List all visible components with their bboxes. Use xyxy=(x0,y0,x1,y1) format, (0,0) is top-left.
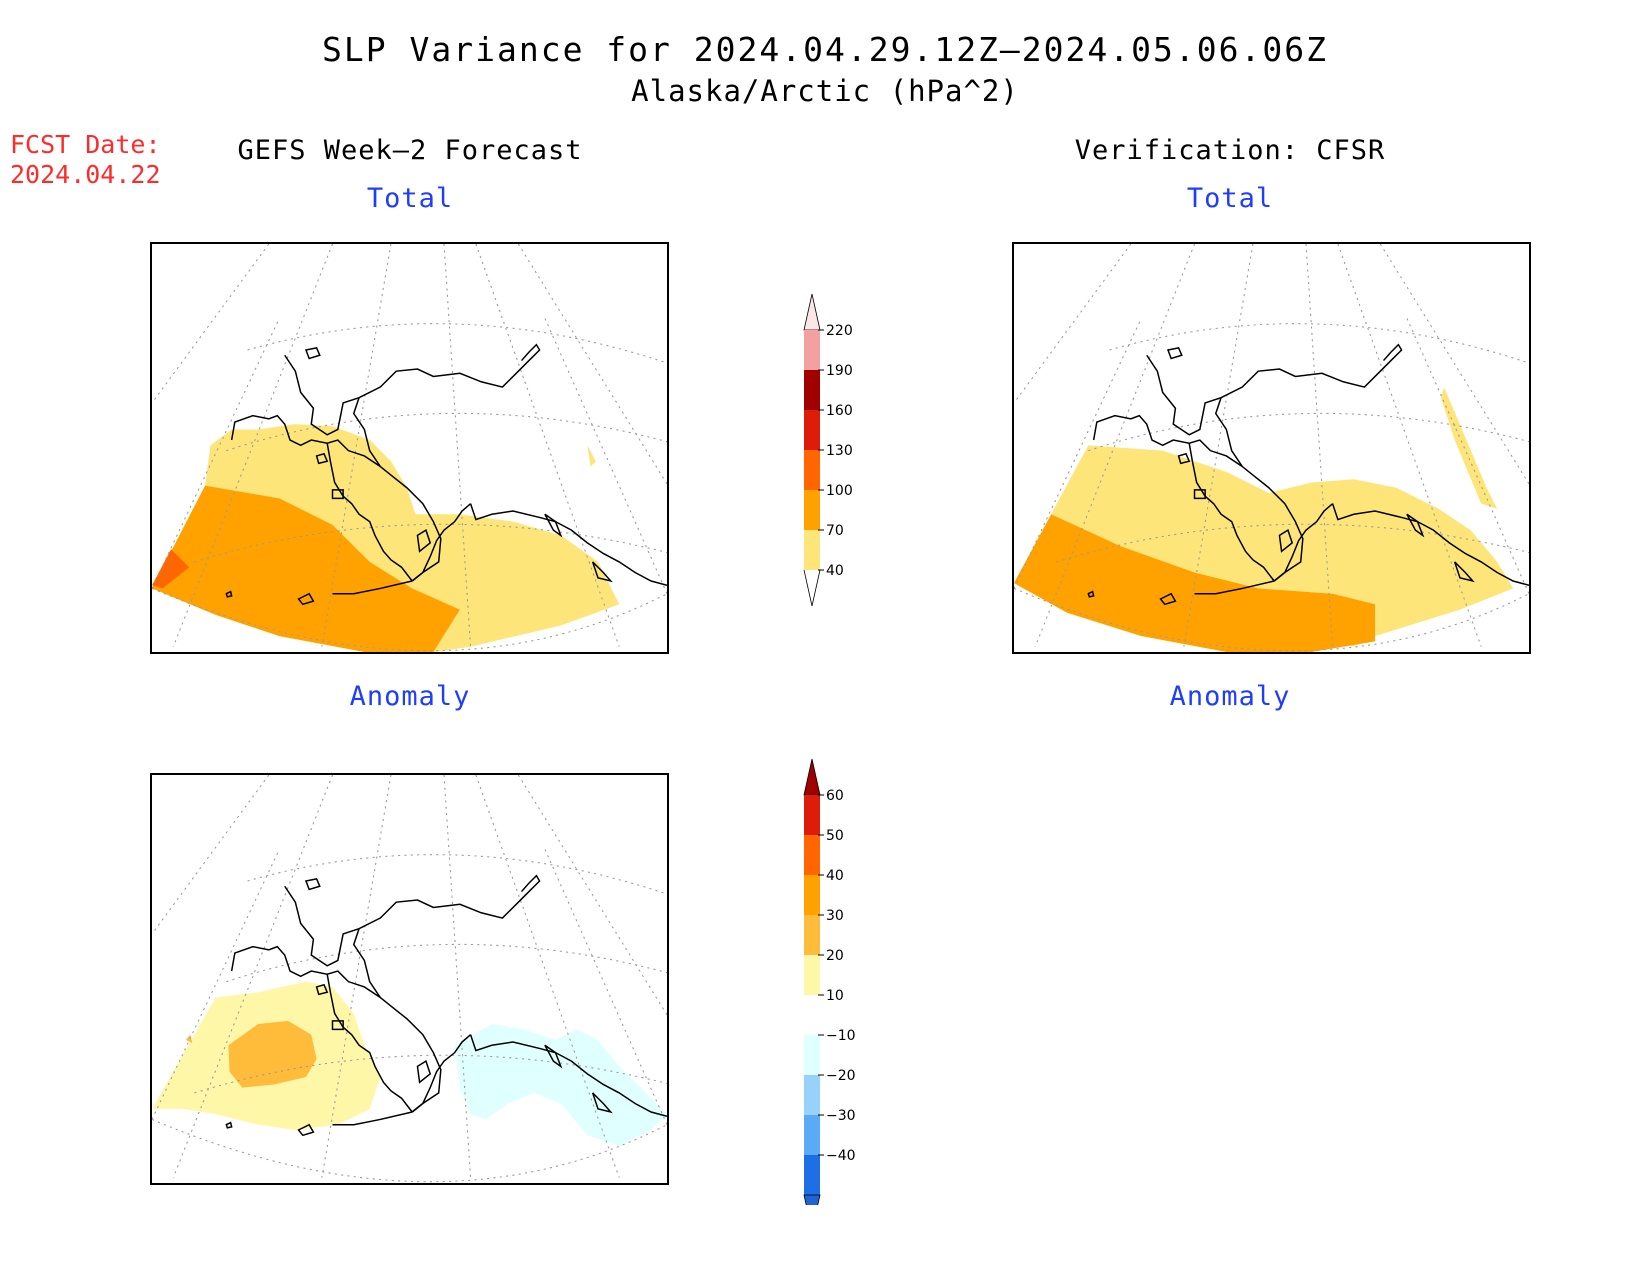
anomaly-negative-10-20-region xyxy=(454,1024,667,1146)
total-variance-100-130-region xyxy=(152,549,190,589)
fcst-date-value: 2024.04.22 xyxy=(10,160,161,189)
verification-total-title: Total xyxy=(1186,183,1274,214)
total-cbar-label: 130 xyxy=(826,443,853,459)
fcst-date-label: FCST Date: xyxy=(10,130,161,159)
total-cbar-label: 70 xyxy=(826,523,844,539)
anomaly-cbar-box xyxy=(804,875,820,915)
total-cbar-label: 160 xyxy=(826,403,853,419)
anomaly-cbar-box xyxy=(804,1075,820,1115)
anomaly-cbar-bottom-arrow xyxy=(803,1194,821,1232)
verification-heading: Verification: CFSR xyxy=(1074,135,1386,166)
total-cbar-box xyxy=(804,330,820,370)
anomaly-cbar-label: 40 xyxy=(826,868,844,884)
total-cbar-bottom-arrow xyxy=(803,569,821,607)
total-cbar-top-arrow xyxy=(803,293,821,331)
anomaly-cbar-box xyxy=(804,1035,820,1075)
anomaly-cbar-box xyxy=(804,955,820,995)
forecast-anomaly-map xyxy=(150,773,669,1185)
anomaly-cbar-label: 50 xyxy=(826,828,844,844)
forecast-anomaly-title: Anomaly xyxy=(349,681,471,712)
fcst-date-block: FCST Date: 2024.04.22 xyxy=(10,130,161,190)
chart-subtitle: Alaska/Arctic (hPa^2) xyxy=(631,74,1019,108)
total-variance-small-patch xyxy=(587,445,596,467)
total-cbar-box xyxy=(804,370,820,410)
anomaly-small-patch xyxy=(185,1034,193,1044)
anomaly-cbar-label: −20 xyxy=(826,1068,856,1084)
anomaly-cbar-top-arrow xyxy=(803,758,821,796)
anomaly-cbar-box xyxy=(804,1155,820,1195)
anomaly-cbar-label: 60 xyxy=(826,788,844,804)
anomaly-cbar-label: −40 xyxy=(826,1148,856,1164)
anomaly-cbar-box xyxy=(804,915,820,955)
anomaly-cbar-label: 20 xyxy=(826,948,844,964)
total-colorbar-svg: 220 190 160 130 100 70 40 xyxy=(803,293,853,607)
chart-title: SLP Variance for 2024.04.29.12Z–2024.05.… xyxy=(322,30,1328,69)
anomaly-cbar-box xyxy=(804,1115,820,1155)
anomaly-cbar-label: −30 xyxy=(826,1108,856,1124)
anomaly-colorbar-svg: 60 50 40 30 20 10 −10 −20 −30 −40 xyxy=(803,758,856,1232)
forecast-heading: GEFS Week–2 Forecast xyxy=(237,135,583,166)
anomaly-colorbar: 60 50 40 30 20 10 −10 −20 −30 −40 xyxy=(790,755,870,1232)
total-cbar-box xyxy=(804,530,820,570)
total-cbar-label: 220 xyxy=(826,323,853,339)
total-cbar-label: 100 xyxy=(826,483,853,499)
anomaly-cbar-box xyxy=(804,995,820,1035)
anomaly-cbar-label: 10 xyxy=(826,988,844,1004)
anomaly-cbar-box xyxy=(804,835,820,875)
anomaly-cbar-label: −10 xyxy=(826,1028,856,1044)
anomaly-cbar-box xyxy=(804,795,820,835)
anomaly-20-30-region xyxy=(228,1020,317,1088)
verification-total-map xyxy=(1012,242,1531,654)
total-cbar-label: 40 xyxy=(826,563,844,579)
forecast-total-map xyxy=(150,242,669,654)
anomaly-cbar-label: 30 xyxy=(826,908,844,924)
total-cbar-box xyxy=(804,450,820,490)
forecast-total-title: Total xyxy=(366,183,454,214)
total-cbar-box xyxy=(804,490,820,530)
total-cbar-box xyxy=(804,410,820,450)
cfsr-variance-eastern-strip xyxy=(1440,387,1498,509)
cfsr-variance-40-70-region xyxy=(1014,445,1514,647)
total-variance-70-100-region xyxy=(152,485,460,652)
total-colorbar: 220 190 160 130 100 70 40 xyxy=(790,282,870,612)
total-cbar-label: 190 xyxy=(826,363,853,379)
total-variance-40-70-region xyxy=(205,424,620,652)
verification-anomaly-title: Anomaly xyxy=(1169,681,1291,712)
